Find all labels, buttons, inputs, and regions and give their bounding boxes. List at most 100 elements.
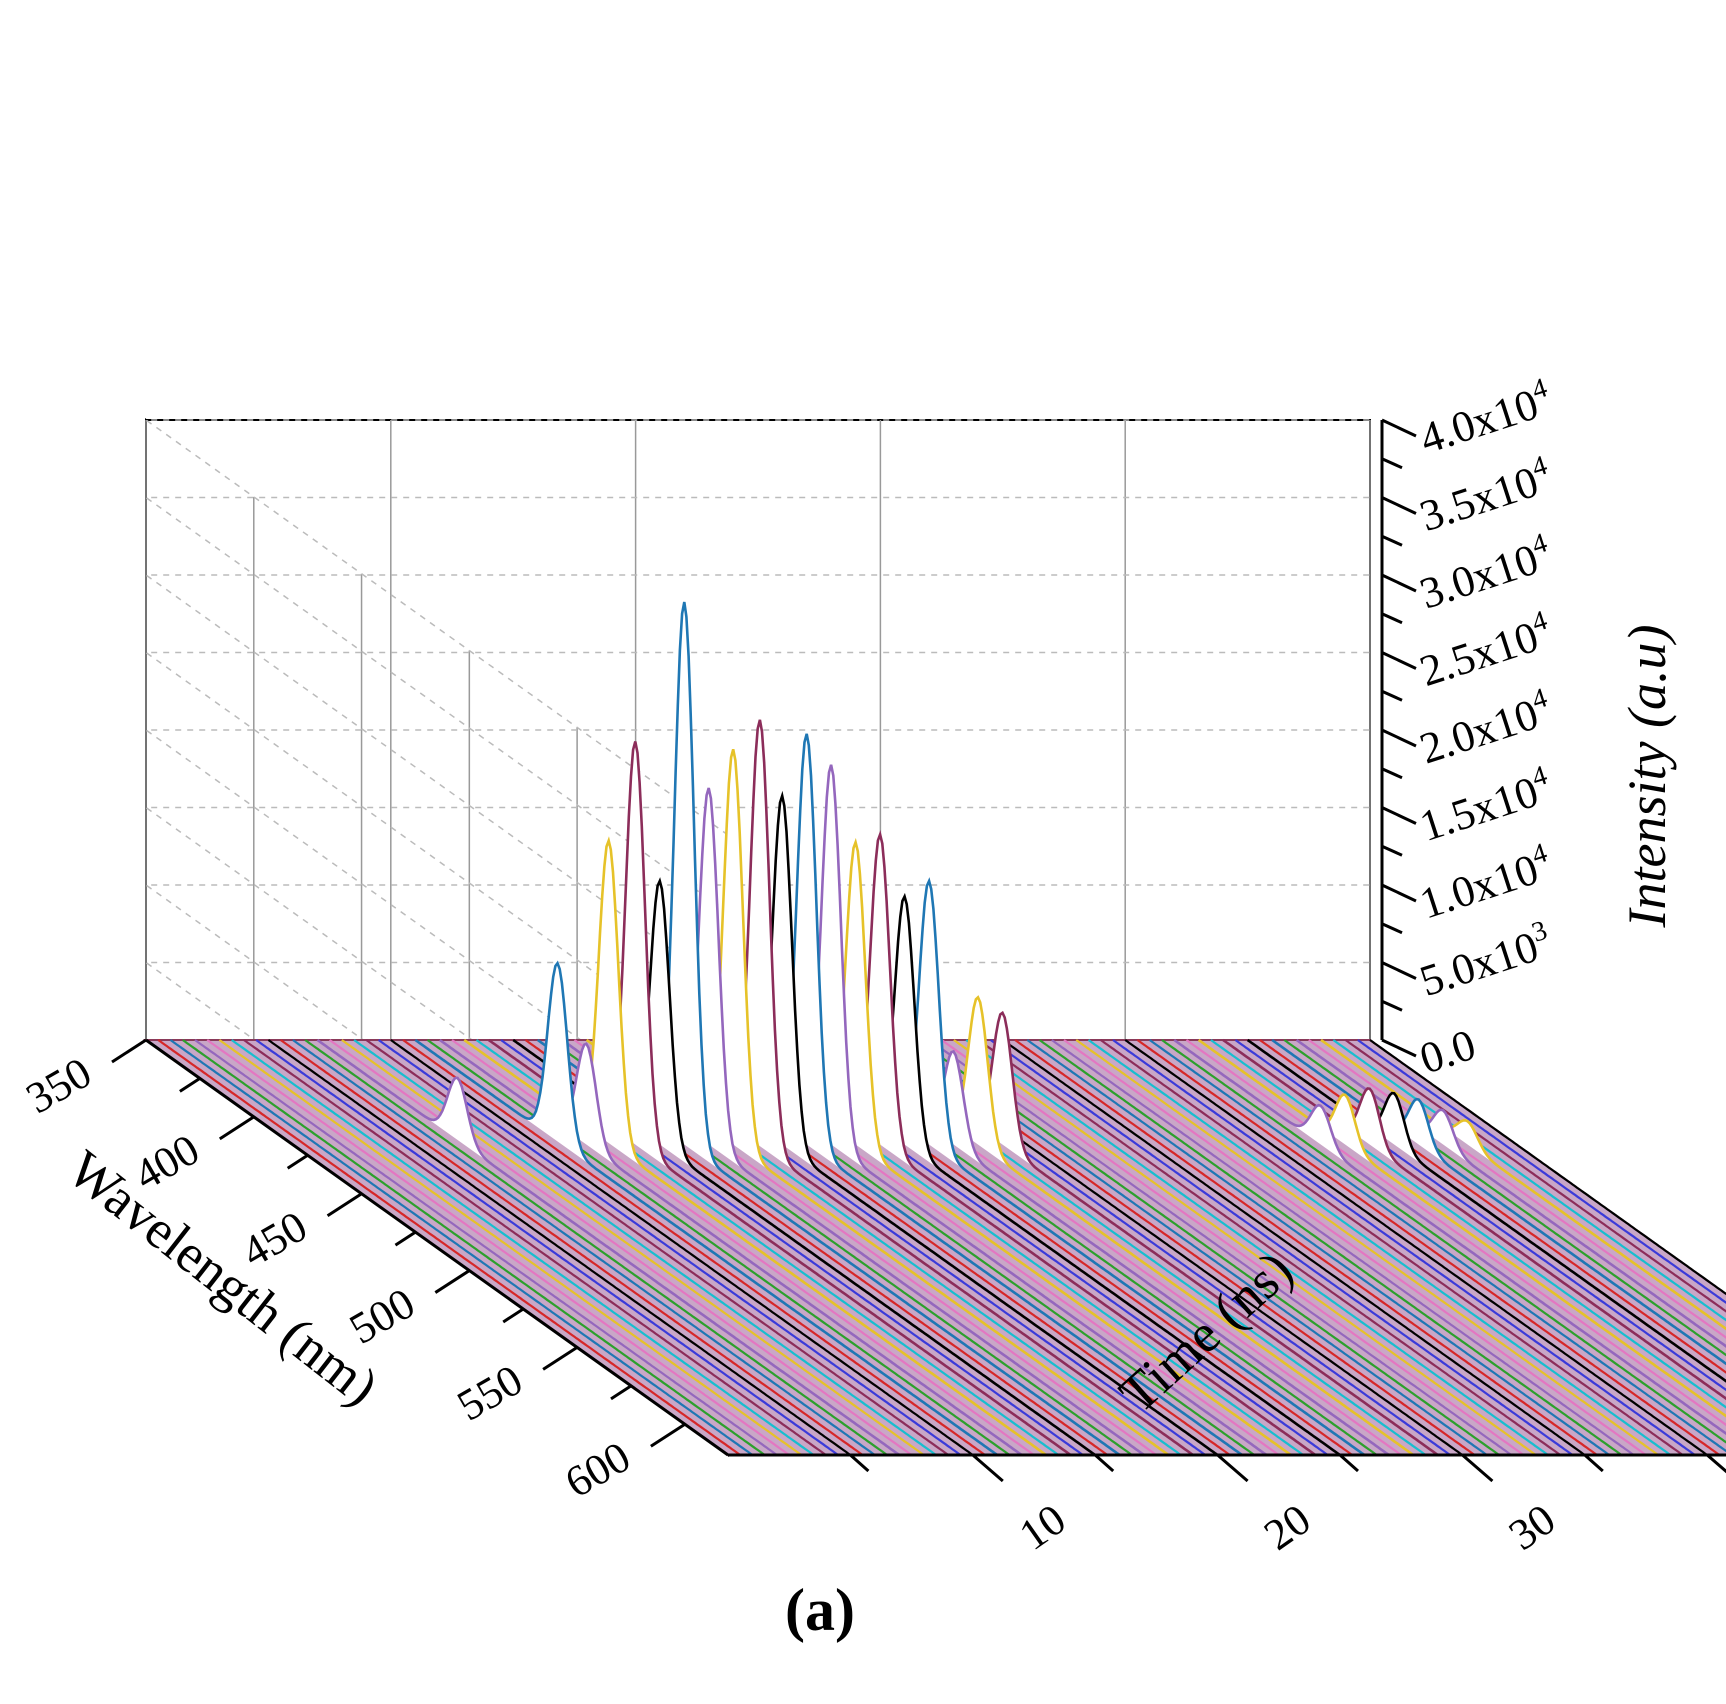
axes: [111, 418, 1726, 1483]
trace-line: [414, 960, 999, 1457]
trace-line: [182, 1039, 766, 1456]
trace-line: [1234, 1039, 1726, 1392]
trace-fill: [758, 896, 1340, 1455]
trace-line: [953, 1039, 1537, 1456]
z-tick-label: 1.5x104: [1413, 760, 1557, 851]
y-tick: [1706, 1453, 1726, 1474]
trace-line: [279, 1039, 864, 1456]
trace-fill: [660, 733, 1243, 1455]
trace-line: [194, 1039, 778, 1456]
trace-line: [341, 1039, 925, 1456]
trace-fill: [415, 963, 998, 1455]
z-axis-title: Intensity (a.u): [1617, 625, 1677, 929]
z-tick: [1381, 883, 1417, 903]
y-tick-label: 10: [1010, 1494, 1074, 1559]
trace-line: [255, 1039, 839, 1456]
trace-line: [1075, 1039, 1659, 1456]
trace-line: [218, 1039, 803, 1456]
trace-fill: [488, 741, 1071, 1455]
x-tick-label: 550: [449, 1355, 531, 1430]
trace-fill: [513, 881, 1096, 1455]
trace-line: [1063, 1039, 1647, 1456]
z-tick: [1381, 728, 1417, 748]
trace-line: [1357, 1039, 1726, 1304]
trace-line: [1136, 1039, 1721, 1456]
x-tick-label: 600: [557, 1432, 639, 1507]
trace-fill: [464, 840, 1047, 1455]
trace-line: [1149, 1039, 1726, 1453]
z-tick-label: 0.0: [1414, 1020, 1481, 1084]
trace-line: [928, 1039, 1513, 1456]
trace-line: [267, 1039, 852, 1456]
trace-line: [1210, 1039, 1726, 1409]
trace-line: [1087, 1039, 1672, 1456]
z-tick: [1381, 496, 1417, 515]
z-tick-label: 3.0x104: [1413, 527, 1557, 618]
z-minor-tick: [1381, 767, 1403, 780]
z-tick: [1381, 961, 1417, 980]
trace-line: [157, 1039, 741, 1456]
x-axis-title: Wavelength (nm): [57, 1139, 389, 1417]
x-tick: [218, 1115, 255, 1141]
z-minor-tick: [1381, 457, 1403, 470]
z-tick: [1381, 418, 1417, 438]
trace-line: [1283, 1039, 1726, 1357]
panel-label: (a): [785, 1577, 855, 1643]
x-minor-tick: [179, 1077, 201, 1093]
z-tick-label: 3.5x104: [1413, 450, 1557, 541]
y-tick: [971, 1453, 1004, 1483]
trace-line: [1026, 1039, 1610, 1456]
trace-line: [1014, 1039, 1598, 1456]
y-tick: [1461, 1453, 1494, 1483]
trace-fill: [537, 602, 1120, 1455]
trace-fill: [562, 788, 1145, 1455]
trace-line: [1197, 1038, 1726, 1418]
z-tick: [1381, 806, 1417, 825]
z-minor-tick: [1381, 922, 1403, 935]
trace-fill: [684, 764, 1267, 1455]
y-tick-label: 30: [1500, 1494, 1564, 1559]
z-tick-label: 2.0x104: [1413, 682, 1557, 773]
trace-fill: [782, 881, 1365, 1455]
trace-line: [1002, 1039, 1586, 1456]
trace-fill: [831, 997, 1414, 1455]
trace-line: [965, 1039, 1549, 1456]
trace-line: [1051, 1039, 1635, 1456]
z-minor-tick: [1381, 844, 1403, 857]
x-tick: [326, 1192, 363, 1217]
trace-line: [1185, 1039, 1726, 1427]
trace-fill: [855, 1012, 1438, 1455]
trace-line: [977, 1039, 1561, 1456]
trace-line: [390, 1039, 974, 1456]
trace-line: [1369, 1039, 1726, 1296]
z-minor-tick: [1381, 534, 1403, 547]
z-minor-tick: [1381, 999, 1403, 1012]
y-minor-tick: [849, 1453, 870, 1473]
x-tick-label: 350: [18, 1048, 100, 1123]
z-tick: [1381, 573, 1417, 593]
trace-fill: [635, 795, 1218, 1455]
z-tick-label: 1.0x104: [1413, 837, 1557, 928]
trace-fill: [733, 834, 1316, 1455]
trace-line: [1161, 1039, 1726, 1444]
x-minor-tick: [502, 1307, 525, 1324]
traces: [157, 601, 1726, 1457]
trace-fill: [586, 749, 1169, 1455]
y-tick: [1216, 1453, 1249, 1483]
y-minor-tick: [1339, 1453, 1359, 1473]
y-tick-label: 20: [1255, 1494, 1319, 1559]
trace-line: [316, 1038, 901, 1457]
trace-line: [1332, 1039, 1726, 1322]
z-tick-label: 5.0x103: [1413, 915, 1557, 1006]
trace-line: [328, 1039, 913, 1456]
trace-line: [1308, 1039, 1726, 1339]
trace-line: [989, 1039, 1574, 1456]
x-tick: [650, 1422, 686, 1448]
z-minor-tick: [1381, 689, 1403, 702]
trace-line: [304, 1039, 888, 1456]
trace-line: [1112, 1039, 1696, 1456]
trace-line: [377, 1039, 962, 1456]
trace-line: [243, 1039, 827, 1456]
trace-fill: [611, 719, 1194, 1455]
